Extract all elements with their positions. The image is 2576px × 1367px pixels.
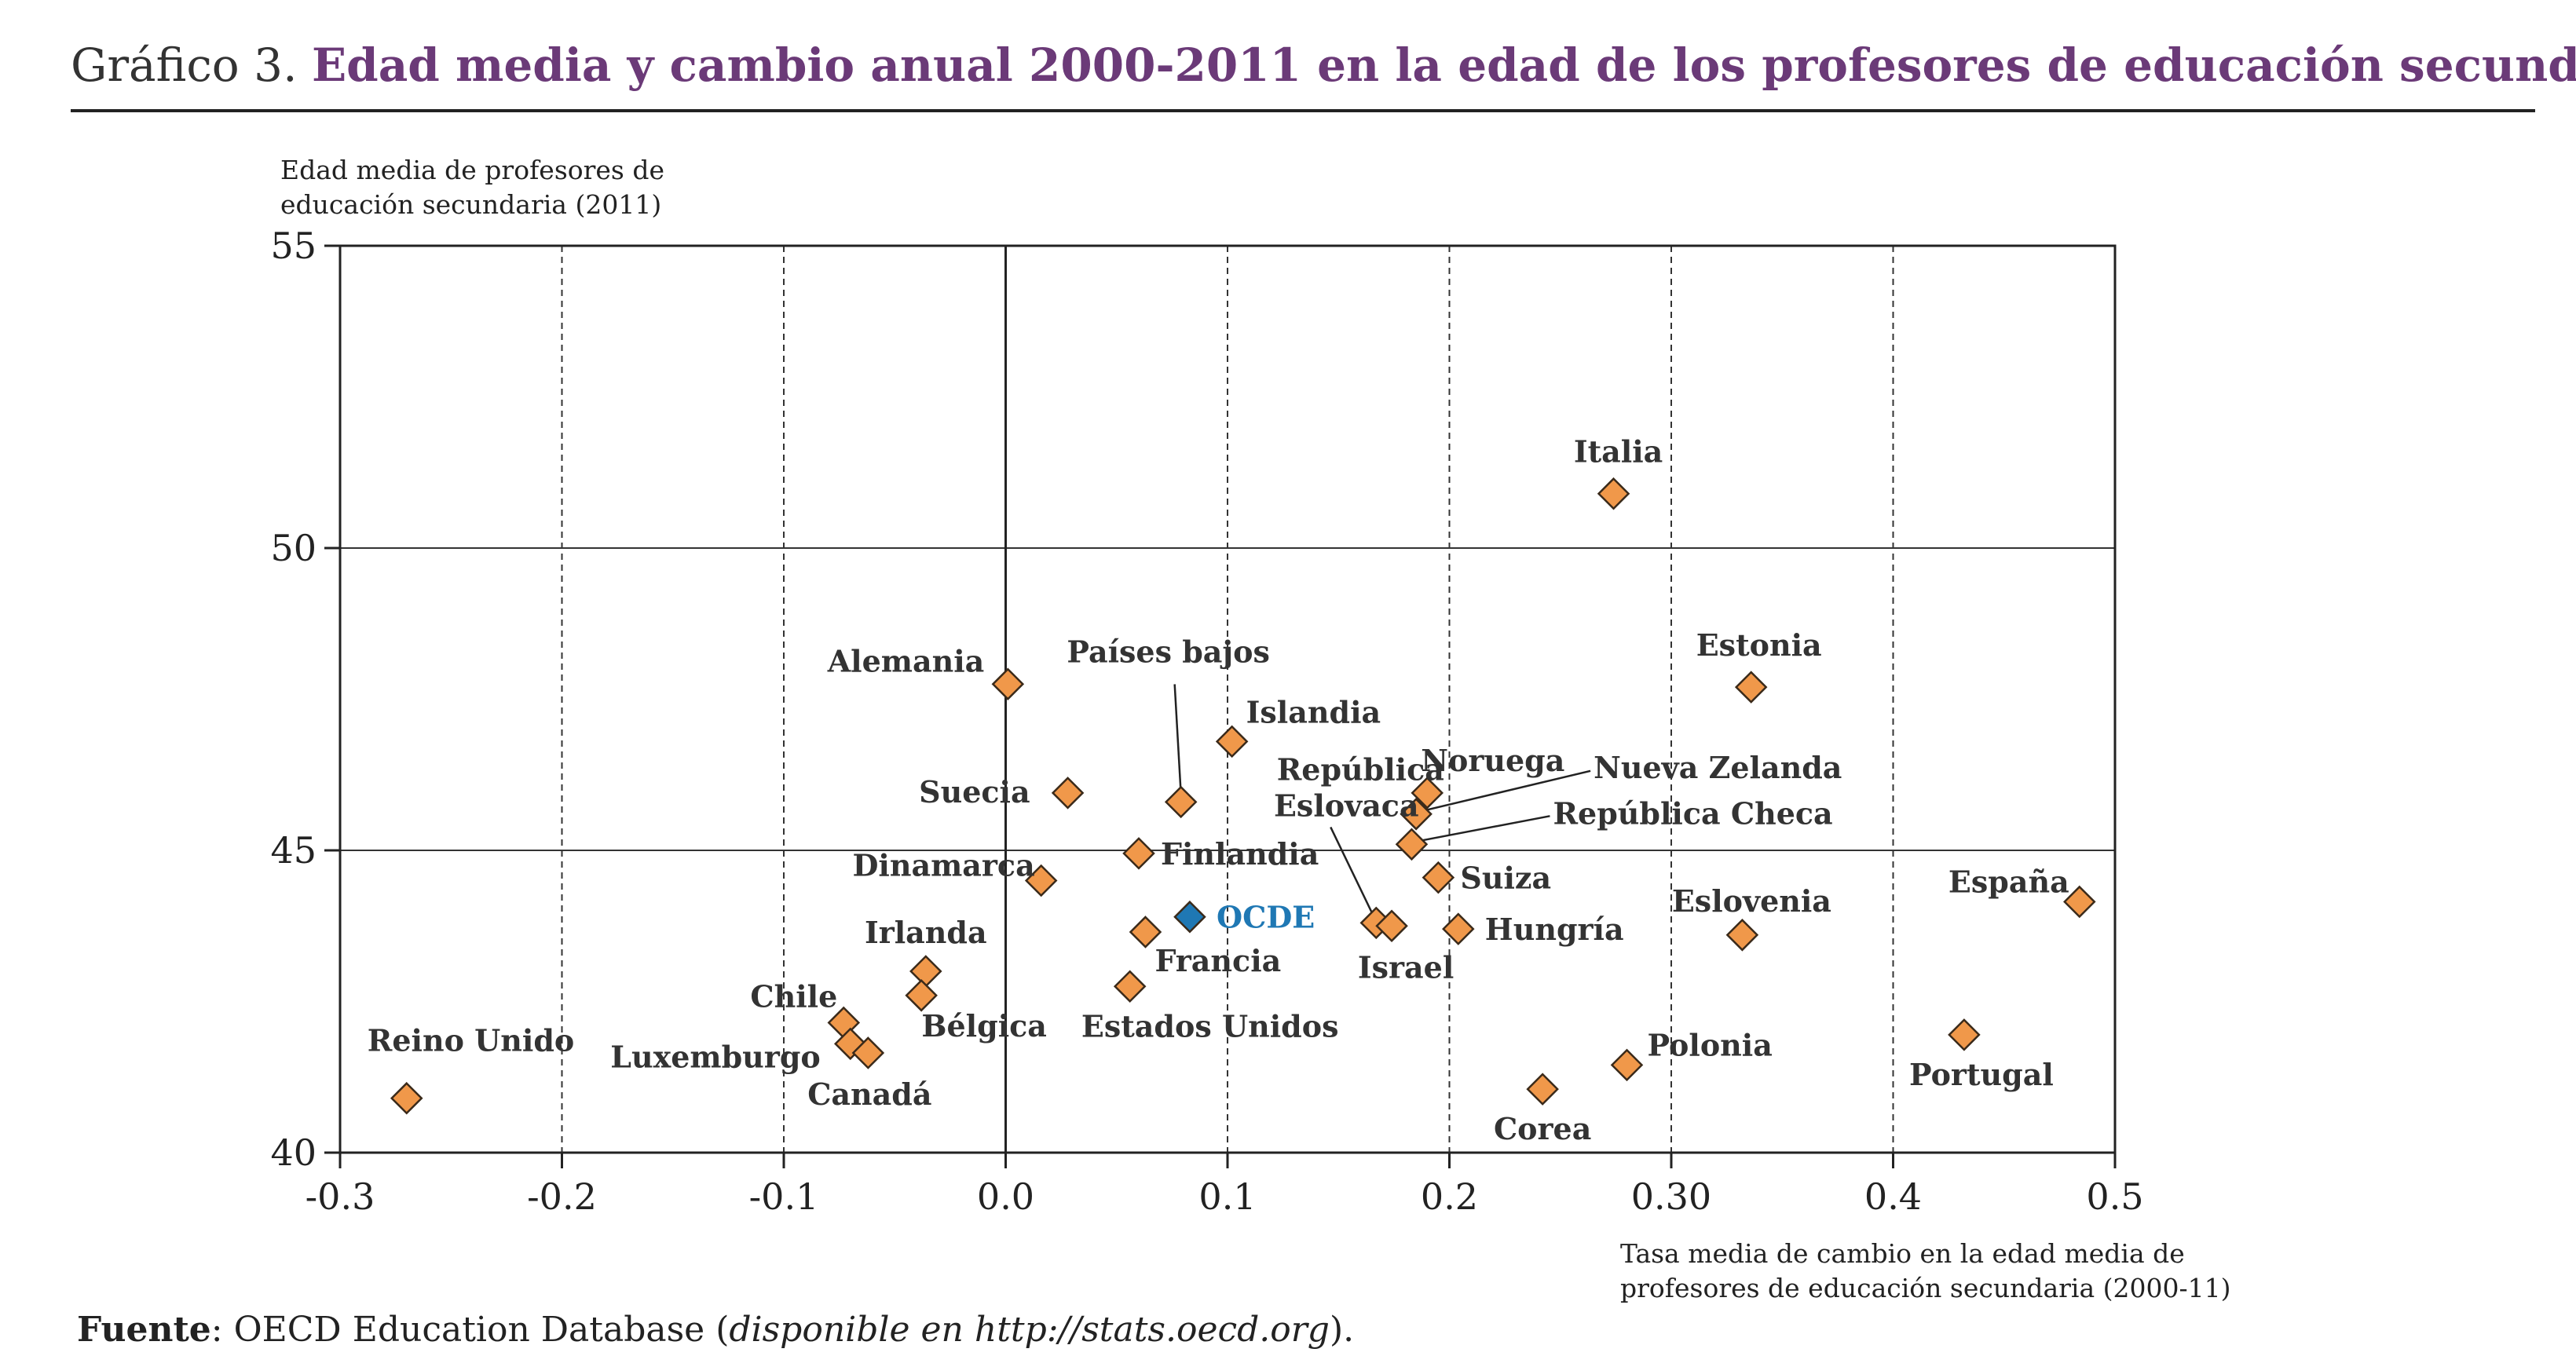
data-point: [1173, 900, 1206, 934]
point-label: República Checa: [1553, 795, 1832, 831]
leader-lines: [1173, 684, 1591, 916]
point-label: Eslovenia: [1672, 883, 1831, 919]
data-point: [1610, 1048, 1644, 1082]
leader-line: [1173, 684, 1182, 795]
point-label: Nueva Zelanda: [1594, 750, 1842, 785]
y-tick-label: 40: [270, 1131, 317, 1174]
data-point: [390, 1081, 423, 1115]
point-label: Suiza: [1460, 861, 1551, 896]
x-axis-label: profesores de educación secundaria (2000…: [1620, 1273, 2231, 1303]
chart-title: Gráfico 3. Edad media y cambio anual 200…: [71, 30, 2576, 101]
source-text: : OECD Education Database (: [210, 1310, 730, 1350]
point-label: Hungría: [1485, 912, 1624, 947]
source-text-end: ).: [1329, 1310, 1355, 1350]
data-point: [1725, 919, 1759, 952]
point-label: Portugal: [1909, 1057, 2054, 1092]
data-point: [1129, 916, 1162, 948]
data-point: [1215, 725, 1249, 758]
point-label: Corea: [1494, 1111, 1591, 1146]
data-point: [1526, 1073, 1559, 1106]
source-url: disponible en http://stats.oecd.org: [729, 1310, 1330, 1350]
data-point: [1024, 864, 1058, 897]
data-point: [991, 667, 1025, 701]
title-prefix: Gráfico 3.: [71, 38, 298, 92]
data-point: [1164, 785, 1198, 819]
leader-line: [1330, 826, 1374, 916]
point-label: Eslovaca: [1274, 788, 1419, 823]
point-label: República: [1277, 751, 1444, 787]
data-point: [851, 1036, 885, 1069]
point-label: Reino Unido: [368, 1023, 575, 1058]
point-label: Francia: [1154, 943, 1281, 978]
x-tick-label: 0.4: [1864, 1175, 1922, 1218]
data-point: [1113, 970, 1147, 1003]
y-tick-label: 55: [270, 225, 317, 267]
y-tick-label: 45: [270, 829, 317, 872]
data-point: [905, 979, 938, 1012]
data-point: [2063, 885, 2096, 919]
point-label: Países bajos: [1067, 634, 1270, 669]
source-label: Fuente: [77, 1310, 211, 1350]
data-point: [1442, 912, 1475, 945]
point-label: Chile: [750, 978, 837, 1014]
point-label: Alemania: [827, 643, 985, 678]
data-point: [1422, 861, 1455, 894]
y-tick-label: 50: [270, 527, 317, 569]
x-tick-label: 0.0: [977, 1175, 1034, 1218]
axis-layer: -0.3 -0.2 -0.1 0.0 0.1 0.2 0.30 0.4 0.5 40 45 50 55 E…: [270, 155, 2230, 1303]
point-label: Estonia: [1696, 627, 1822, 663]
point-label: Irlanda: [865, 915, 987, 950]
point-label: Italia: [1574, 434, 1663, 470]
data-point: [1948, 1018, 1981, 1051]
point-label: Israel: [1358, 949, 1454, 985]
data-point: [1411, 777, 1444, 810]
x-tick-label: -0.2: [527, 1175, 597, 1218]
point-label: Bélgica: [921, 1008, 1047, 1044]
point-label: OCDE: [1217, 900, 1315, 935]
x-tick-label: 0.30: [1631, 1175, 1711, 1218]
point-label: Finlandia: [1161, 836, 1319, 872]
data-point: [909, 955, 942, 988]
source-note: Fuente: OECD Education Database (disponi…: [77, 1310, 1354, 1350]
point-label: España: [1948, 864, 2069, 899]
point-label: Polonia: [1648, 1027, 1773, 1062]
leader-line: [1418, 815, 1550, 842]
data-point: [1122, 837, 1155, 870]
x-tick-label: -0.1: [749, 1175, 819, 1218]
x-tick-label: 0.1: [1198, 1175, 1256, 1218]
leader-line: [1422, 769, 1591, 813]
point-label: Estados Unidos: [1081, 1008, 1339, 1044]
point-label: Suecia: [919, 774, 1030, 810]
y-axis-label: Edad media de profesores de: [280, 155, 664, 185]
point-label: Luxemburgo: [610, 1039, 821, 1074]
y-axis-label: educación secundaria (2011): [280, 189, 661, 220]
data-point: [1051, 777, 1085, 810]
x-axis-label: Tasa media de cambio en la edad media de: [1620, 1238, 2185, 1269]
data-points: [390, 477, 2096, 1115]
x-tick-label: 0.5: [2086, 1175, 2143, 1218]
title-main: Edad media y cambio anual 2000-2011 en l…: [311, 38, 2576, 92]
grid-layer: [340, 246, 2115, 1153]
data-point: [1400, 798, 1433, 831]
x-tick-label: 0.2: [1421, 1175, 1478, 1218]
x-tick-label: -0.3: [306, 1175, 375, 1218]
title-divider: [71, 109, 2535, 112]
data-point: [1597, 477, 1630, 510]
data-point: [1734, 671, 1768, 704]
point-label: Noruega: [1421, 743, 1564, 778]
data-point: [1395, 828, 1429, 861]
point-label: Dinamarca: [852, 848, 1034, 883]
data-point: [1375, 909, 1408, 943]
point-label: Islandia: [1246, 694, 1381, 729]
point-label: Canadá: [807, 1076, 931, 1112]
